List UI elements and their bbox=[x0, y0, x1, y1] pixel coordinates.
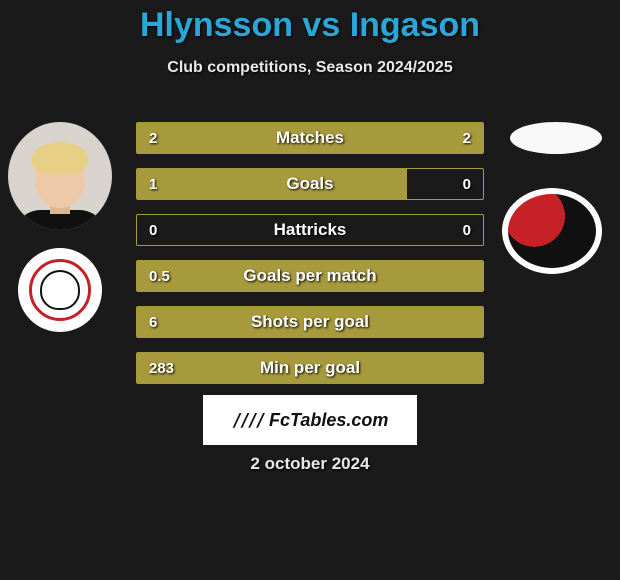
stat-fill-left bbox=[137, 123, 310, 153]
stat-left-value: 0 bbox=[149, 215, 157, 245]
left-player-avatar bbox=[8, 122, 112, 230]
stat-right-value: 0 bbox=[463, 215, 471, 245]
page-subtitle: Club competitions, Season 2024/2025 bbox=[0, 59, 620, 77]
right-player-column bbox=[510, 122, 602, 274]
stat-row: 0.5Goals per match bbox=[136, 260, 484, 292]
helmond-badge-icon bbox=[508, 194, 596, 268]
stat-row: 283Min per goal bbox=[136, 352, 484, 384]
stat-fill-left bbox=[137, 307, 483, 337]
stat-row: 0 0Hattricks bbox=[136, 214, 484, 246]
stat-label: Hattricks bbox=[137, 215, 483, 245]
stat-right-value: 0 bbox=[463, 169, 471, 199]
page-title: Hlynsson vs Ingason bbox=[0, 0, 620, 45]
right-club-badge bbox=[502, 188, 602, 274]
footer-date: 2 october 2024 bbox=[0, 454, 620, 474]
right-player-avatar bbox=[510, 122, 602, 154]
comparison-bars: 22Matches10Goals00Hattricks0.5Goals per … bbox=[136, 122, 484, 398]
player-bust-icon bbox=[13, 138, 107, 230]
stat-fill-left bbox=[137, 169, 407, 199]
site-logo[interactable]: //// FcTables.com bbox=[203, 395, 417, 445]
stat-fill-right bbox=[310, 123, 483, 153]
site-name: FcTables.com bbox=[269, 410, 388, 431]
stat-row: 6Shots per goal bbox=[136, 306, 484, 338]
stat-row: 10Goals bbox=[136, 168, 484, 200]
stat-row: 22Matches bbox=[136, 122, 484, 154]
left-player-column bbox=[8, 122, 112, 332]
left-club-badge bbox=[18, 248, 102, 332]
ajax-badge-icon bbox=[29, 259, 91, 321]
stat-fill-left bbox=[137, 261, 483, 291]
stat-fill-left bbox=[137, 353, 483, 383]
logo-slashes-icon: //// bbox=[232, 410, 263, 431]
